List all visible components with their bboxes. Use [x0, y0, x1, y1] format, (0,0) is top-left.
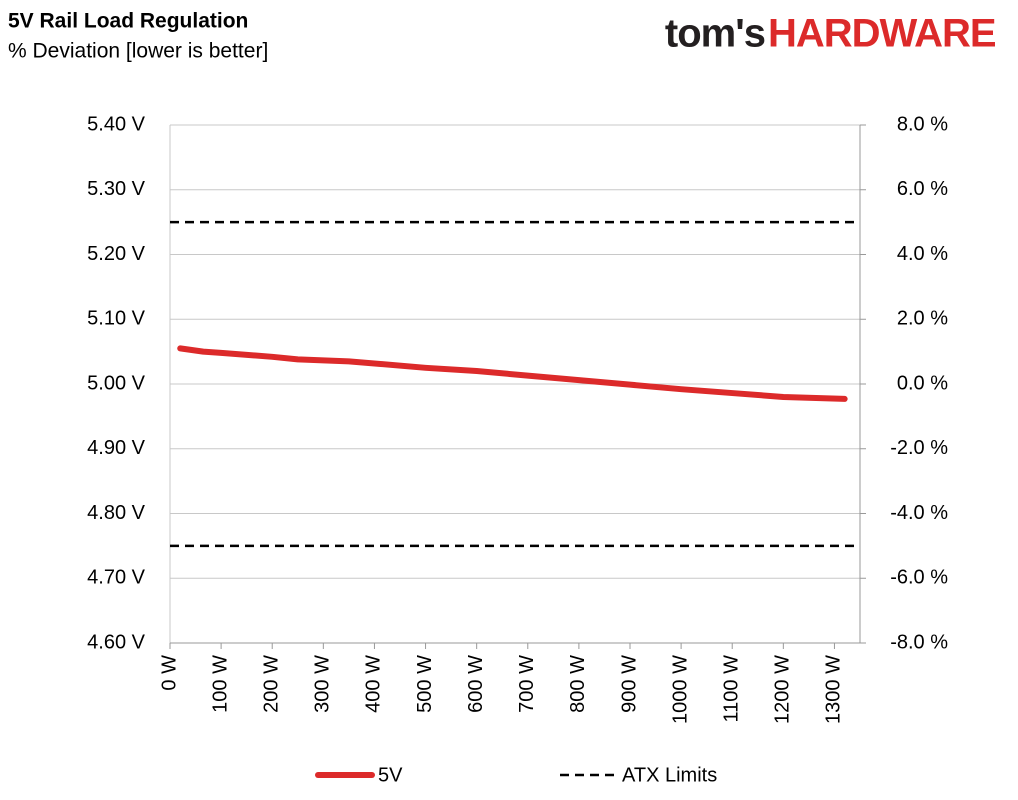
logo-left: tom's — [665, 12, 765, 56]
y2-tick-label: 8.0 % — [897, 113, 948, 135]
x-tick-label: 0 W — [158, 655, 180, 691]
y-tick-label: 4.80 V — [87, 502, 145, 524]
chart-title: 5V Rail Load Regulation — [8, 10, 248, 33]
x-tick-label: 700 W — [516, 655, 538, 713]
y-tick-label: 4.70 V — [87, 567, 145, 589]
y2-tick-label: 6.0 % — [897, 178, 948, 200]
x-tick-label: 900 W — [618, 655, 640, 713]
y2-tick-label: -8.0 % — [890, 631, 948, 653]
y-tick-label: 5.00 V — [87, 372, 145, 394]
y2-tick-label: -4.0 % — [890, 502, 948, 524]
legend-label: ATX Limits — [622, 764, 717, 786]
y-tick-label: 4.90 V — [87, 437, 145, 459]
y2-tick-label: 0.0 % — [897, 372, 948, 394]
y-tick-label: 4.60 V — [87, 631, 145, 653]
logo-right: HARDWARE — [768, 12, 996, 56]
x-tick-label: 1000 W — [669, 655, 691, 724]
x-tick-label: 200 W — [261, 655, 283, 713]
x-tick-label: 100 W — [209, 655, 231, 713]
y2-tick-label: 2.0 % — [897, 308, 948, 330]
y-tick-label: 5.30 V — [87, 178, 145, 200]
legend-label: 5V — [378, 764, 403, 786]
x-tick-label: 1100 W — [721, 655, 743, 723]
x-tick-label: 300 W — [312, 655, 334, 713]
y2-tick-label: -2.0 % — [890, 437, 948, 459]
x-tick-label: 1300 W — [823, 655, 845, 724]
x-tick-label: 600 W — [465, 655, 487, 713]
x-tick-label: 800 W — [567, 655, 589, 713]
y-tick-label: 5.40 V — [87, 113, 145, 135]
y2-tick-label: 4.0 % — [897, 243, 948, 265]
x-tick-label: 400 W — [363, 655, 385, 713]
y-tick-label: 5.10 V — [87, 308, 145, 330]
x-tick-label: 1200 W — [772, 655, 794, 724]
x-tick-label: 500 W — [414, 655, 436, 713]
y2-tick-label: -6.0 % — [890, 567, 948, 589]
chart-subtitle: % Deviation [lower is better] — [8, 40, 268, 63]
y-tick-label: 5.20 V — [87, 243, 145, 265]
series-line — [177, 345, 848, 402]
